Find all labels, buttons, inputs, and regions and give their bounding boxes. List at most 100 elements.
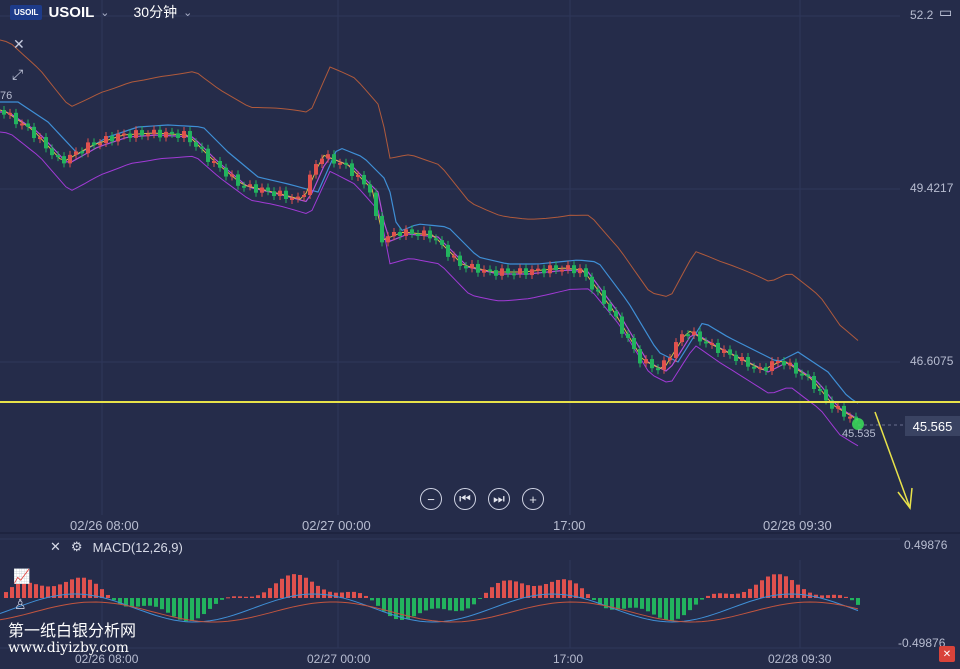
macd-bar [214, 598, 218, 604]
candle [302, 194, 306, 197]
scroll-start-button[interactable]: ⏮ [454, 488, 476, 510]
candle [692, 331, 696, 336]
last-price-label: 45.535 [842, 428, 876, 440]
chevron-down-icon[interactable]: ⌄ [100, 6, 110, 19]
candle [452, 255, 456, 258]
calendar-icon[interactable]: ▭ [939, 4, 953, 20]
candle [518, 268, 522, 274]
macd-bar [538, 585, 542, 598]
candle [248, 184, 252, 187]
macd-bar [166, 598, 170, 613]
candle [776, 361, 780, 364]
macd-bar [202, 598, 206, 615]
candle [158, 129, 162, 138]
candle [686, 334, 690, 337]
macd-bar [688, 598, 692, 611]
macd-bar [262, 592, 266, 598]
macd-bar [172, 598, 176, 617]
macd-bar [358, 593, 362, 598]
macd-bar [514, 581, 518, 598]
macd-bar [682, 598, 686, 616]
macd-bar [298, 574, 302, 598]
macd-bar [718, 593, 722, 598]
macd-bar [454, 598, 458, 612]
macd-bar [754, 584, 758, 598]
macd-bar [388, 598, 392, 617]
macd-bar [604, 598, 608, 609]
close-icon[interactable]: ✕ [13, 36, 25, 52]
candle [326, 154, 330, 159]
interval-selector[interactable]: 30分钟 [133, 4, 178, 20]
macd-bar [532, 585, 536, 598]
candle [242, 185, 246, 188]
candle [224, 167, 228, 177]
candle [146, 134, 150, 137]
candle [50, 148, 54, 156]
chevron-down-icon[interactable]: ⌄ [183, 6, 193, 19]
candle [152, 129, 156, 135]
settings-icon[interactable]: ⚙ [70, 539, 83, 554]
candle [44, 137, 48, 149]
candle [614, 311, 618, 317]
moving-average-mid [0, 111, 859, 420]
toolbar: USOIL USOIL ⌄ 30分钟 ⌄ [0, 0, 192, 24]
scroll-end-button[interactable]: ⏭ [488, 488, 510, 510]
expand-icon[interactable]: ⤢ [12, 66, 24, 82]
candle [698, 331, 702, 342]
candle [506, 268, 510, 274]
macd-bar [784, 576, 788, 598]
macd-bar [352, 591, 356, 598]
macd-bar [742, 591, 746, 598]
candle [608, 303, 612, 312]
macd-bar [118, 598, 122, 605]
candle [578, 268, 582, 274]
candle [746, 357, 750, 367]
candle [788, 362, 792, 366]
zoom-in-button[interactable]: + [522, 488, 544, 510]
macd-bar [88, 579, 92, 598]
macd-bar [526, 585, 530, 598]
candle [272, 191, 276, 197]
candle [638, 349, 642, 364]
macd-bar [436, 598, 440, 609]
y-tick: 46.6075 [910, 354, 954, 368]
zoom-out-button[interactable]: − [420, 488, 442, 510]
candle [818, 388, 822, 391]
bollinger-lower [0, 131, 859, 447]
candle [842, 405, 846, 417]
macd-bar [520, 583, 524, 598]
macd-bar [442, 598, 446, 610]
candle [770, 361, 774, 371]
candle [56, 155, 60, 158]
macd-bar [130, 598, 134, 608]
draw-icon[interactable]: ♙ [14, 596, 27, 612]
macd-bar [562, 579, 566, 598]
close-icon[interactable]: ✕ [50, 539, 61, 554]
macd-bar [400, 598, 404, 620]
candle [572, 265, 576, 274]
candle [134, 130, 138, 138]
macd-bar [424, 598, 428, 611]
macd-bar [460, 598, 464, 611]
macd-bar [382, 598, 386, 612]
macd-bar [334, 592, 338, 598]
candle [116, 133, 120, 142]
macd-line [0, 593, 859, 623]
candle [656, 368, 660, 371]
macd-bar [142, 598, 146, 606]
candle [458, 255, 462, 267]
candle [680, 334, 684, 343]
candle [554, 265, 558, 271]
candle [794, 362, 798, 374]
candle [332, 154, 336, 164]
indicator-icon[interactable]: 📈 [13, 568, 31, 584]
macd-bar [22, 582, 26, 598]
candle [806, 374, 810, 377]
candle [296, 196, 300, 199]
macd-bar [766, 576, 770, 598]
candle [566, 265, 570, 270]
symbol-selector[interactable]: USOIL [48, 3, 95, 21]
candle [446, 244, 450, 257]
